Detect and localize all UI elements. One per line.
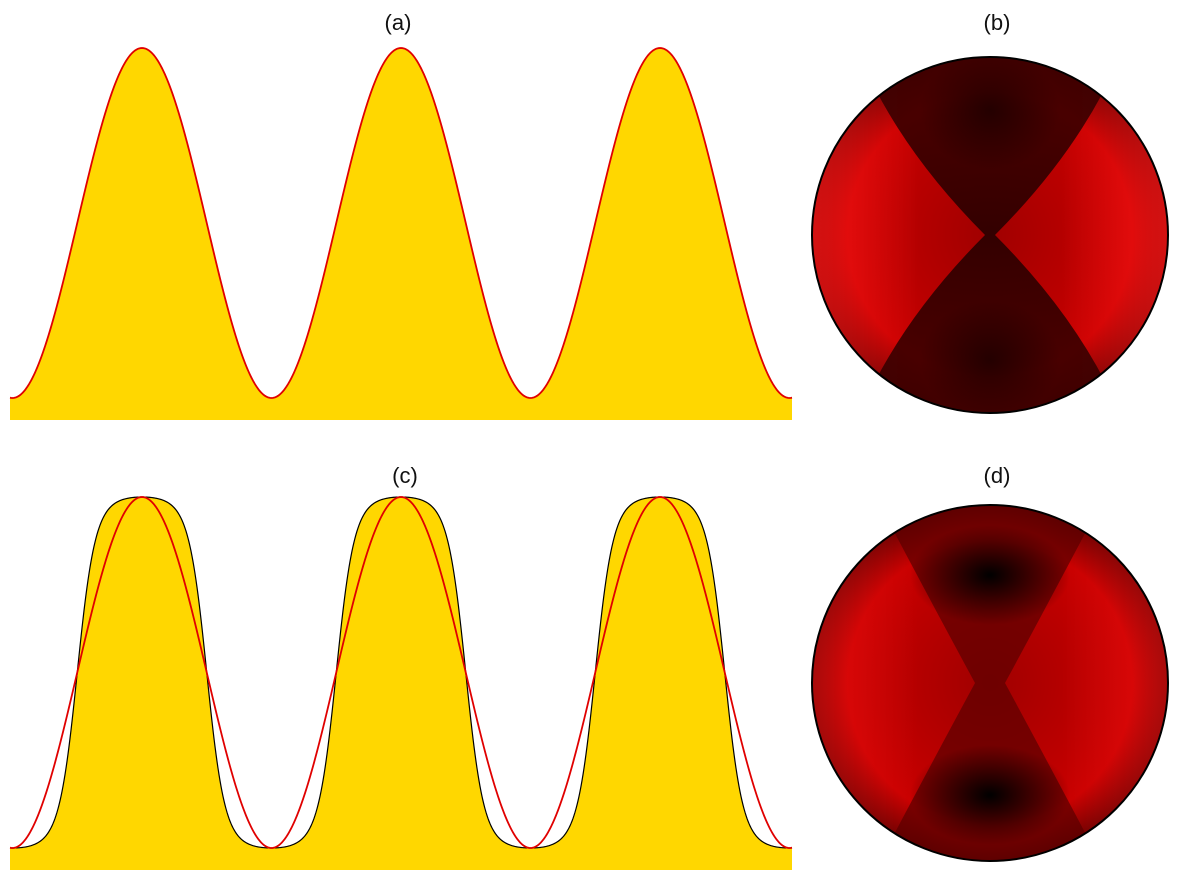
sinusoid-curve: [9, 47, 793, 399]
sinusoid-curve: [9, 496, 793, 849]
panel-label: (d): [984, 463, 1011, 488]
intensity-disk: [812, 57, 1168, 413]
intensity-disk: [812, 505, 1168, 861]
disk-outline: [811, 56, 1169, 414]
filled-profile: [10, 497, 792, 870]
curve-panels: [9, 47, 793, 870]
panel-label: (b): [984, 10, 1011, 35]
panel-label: (a): [385, 10, 412, 35]
filled-profile: [10, 48, 792, 420]
panel-label: (c): [392, 463, 418, 488]
disk-outline: [811, 504, 1169, 862]
